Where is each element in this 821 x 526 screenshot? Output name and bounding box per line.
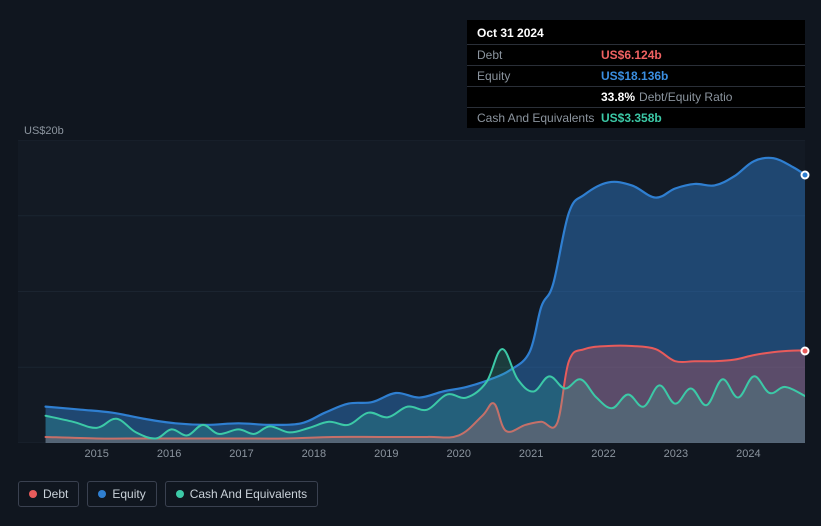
tooltip-equity-label: Equity — [477, 69, 601, 83]
x-tick: 2024 — [736, 448, 760, 460]
tooltip-row-debt: Debt US$6.124b — [467, 44, 805, 65]
x-tick: 2022 — [591, 448, 615, 460]
chart-container: Oct 31 2024 Debt US$6.124b Equity US$18.… — [0, 0, 821, 526]
tooltip-equity-value: US$18.136b — [601, 69, 668, 83]
end-marker-equity — [801, 170, 810, 179]
tooltip-ratio-value: 33.8% Debt/Equity Ratio — [601, 90, 732, 104]
legend-label: Equity — [112, 487, 145, 501]
x-tick: 2020 — [446, 448, 470, 460]
x-axis: 2015 2016 2017 2018 2019 2020 2021 2022 2023 2024 — [18, 448, 805, 464]
tooltip-date: Oct 31 2024 — [467, 20, 805, 44]
x-tick: 2015 — [84, 448, 108, 460]
tooltip-cash-label: Cash And Equivalents — [477, 111, 601, 125]
chart-svg — [18, 140, 805, 443]
tooltip-debt-value: US$6.124b — [601, 48, 662, 62]
x-tick: 2023 — [664, 448, 688, 460]
tooltip-debt-label: Debt — [477, 48, 601, 62]
equity-dot-icon — [98, 490, 106, 498]
cash-dot-icon — [176, 490, 184, 498]
legend-item-equity[interactable]: Equity — [87, 481, 156, 507]
end-marker-debt — [801, 346, 810, 355]
tooltip-cash-value: US$3.358b — [601, 111, 662, 125]
chart-legend: Debt Equity Cash And Equivalents — [18, 481, 318, 507]
x-tick: 2019 — [374, 448, 398, 460]
x-tick: 2016 — [157, 448, 181, 460]
chart-plot-area[interactable] — [18, 140, 805, 443]
y-axis-top-label: US$20b — [24, 125, 64, 137]
x-tick: 2018 — [302, 448, 326, 460]
tooltip-row-ratio: 33.8% Debt/Equity Ratio — [467, 86, 805, 107]
x-tick: 2021 — [519, 448, 543, 460]
debt-dot-icon — [29, 490, 37, 498]
tooltip-row-cash: Cash And Equivalents US$3.358b — [467, 107, 805, 128]
tooltip-row-equity: Equity US$18.136b — [467, 65, 805, 86]
chart-tooltip: Oct 31 2024 Debt US$6.124b Equity US$18.… — [467, 20, 805, 128]
legend-item-cash[interactable]: Cash And Equivalents — [165, 481, 318, 507]
legend-label: Debt — [43, 487, 68, 501]
tooltip-ratio-spacer — [477, 90, 601, 104]
tooltip-ratio-pct: 33.8% — [601, 90, 635, 104]
legend-label: Cash And Equivalents — [190, 487, 307, 501]
tooltip-ratio-label: Debt/Equity Ratio — [639, 90, 732, 104]
legend-item-debt[interactable]: Debt — [18, 481, 79, 507]
x-tick: 2017 — [229, 448, 253, 460]
